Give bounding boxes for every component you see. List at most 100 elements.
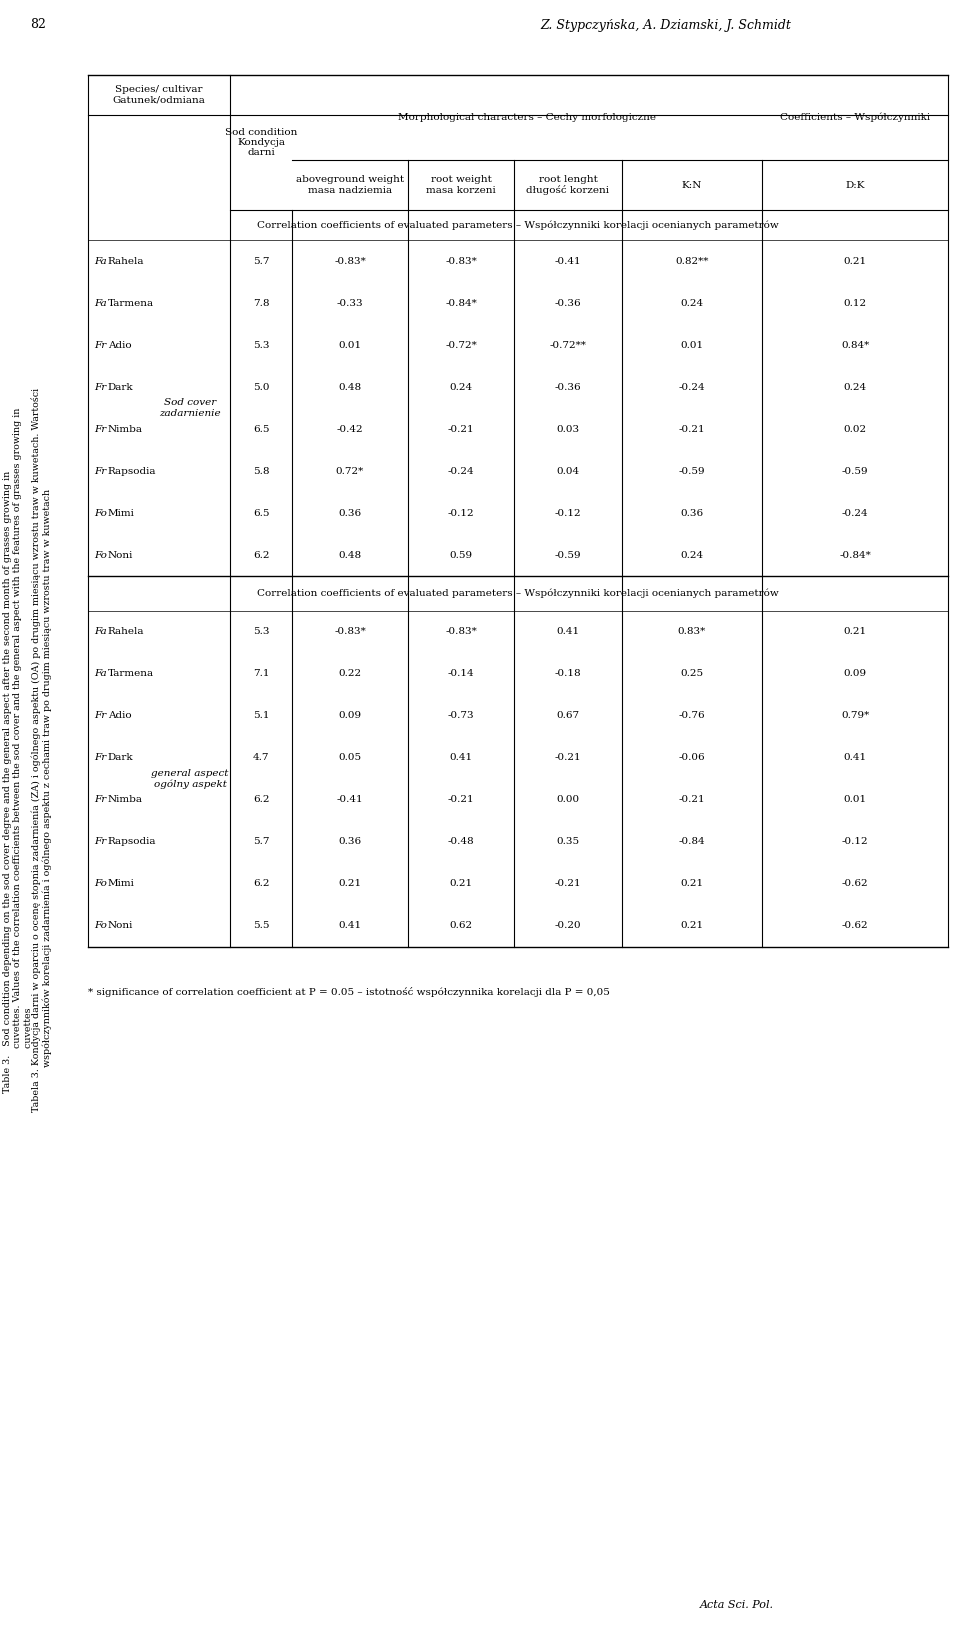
Text: K:N: K:N (682, 180, 702, 190)
Text: 0.48: 0.48 (339, 551, 362, 559)
Text: -0.12: -0.12 (842, 838, 868, 846)
Text: -0.36: -0.36 (555, 299, 582, 307)
Text: -0.21: -0.21 (679, 424, 706, 434)
Text: aboveground weight
masa nadziemia: aboveground weight masa nadziemia (296, 175, 404, 195)
Text: 0.84*: 0.84* (841, 340, 869, 350)
Text: -0.24: -0.24 (842, 508, 868, 518)
Text: Tabela 3. Kondycja darni w oparciu o ocenę stopnia zadarnienía (ZA) i ogólnego a: Tabela 3. Kondycja darni w oparciu o oce… (32, 388, 53, 1112)
Text: 6.2: 6.2 (252, 551, 269, 559)
Text: 0.09: 0.09 (339, 711, 362, 721)
Text: Fr: Fr (94, 754, 109, 762)
Text: root weight
masa korzeni: root weight masa korzeni (426, 175, 496, 195)
Text: 0.41: 0.41 (449, 754, 472, 762)
Text: 0.04: 0.04 (557, 467, 580, 475)
Text: -0.21: -0.21 (555, 879, 582, 888)
Text: 0.09: 0.09 (844, 670, 867, 678)
Text: Noni: Noni (108, 921, 133, 931)
Text: Fa: Fa (94, 256, 109, 266)
Text: Rapsodia: Rapsodia (108, 467, 156, 475)
Text: 0.48: 0.48 (339, 383, 362, 391)
Text: 6.5: 6.5 (252, 508, 269, 518)
Text: 0.36: 0.36 (681, 508, 704, 518)
Text: Rahela: Rahela (108, 627, 144, 637)
Text: Rapsodia: Rapsodia (108, 838, 156, 846)
Text: Mimi: Mimi (108, 508, 134, 518)
Text: -0.21: -0.21 (447, 424, 474, 434)
Text: Nimba: Nimba (108, 424, 143, 434)
Text: -0.06: -0.06 (679, 754, 706, 762)
Text: -0.83*: -0.83* (445, 627, 477, 637)
Text: -0.62: -0.62 (842, 879, 868, 888)
Text: 0.01: 0.01 (681, 340, 704, 350)
Text: 5.0: 5.0 (252, 383, 269, 391)
Text: 0.24: 0.24 (681, 299, 704, 307)
Text: Fa: Fa (94, 670, 109, 678)
Text: 0.21: 0.21 (681, 879, 704, 888)
Text: -0.33: -0.33 (337, 299, 363, 307)
Text: Morphological characters – Cechy morfologiczne: Morphological characters – Cechy morfolo… (398, 112, 656, 122)
Text: 4.7: 4.7 (252, 754, 269, 762)
Text: 0.21: 0.21 (681, 921, 704, 931)
Text: -0.20: -0.20 (555, 921, 582, 931)
Text: 5.7: 5.7 (252, 256, 269, 266)
Text: Fr: Fr (94, 340, 109, 350)
Text: 5.8: 5.8 (252, 467, 269, 475)
Text: -0.59: -0.59 (842, 467, 868, 475)
Text: 0.24: 0.24 (449, 383, 472, 391)
Text: Acta Sci. Pol.: Acta Sci. Pol. (700, 1600, 774, 1610)
Text: 0.00: 0.00 (557, 795, 580, 805)
Text: Fr: Fr (94, 795, 109, 805)
Text: Fa: Fa (94, 627, 109, 637)
Text: Nimba: Nimba (108, 795, 143, 805)
Text: Fa: Fa (94, 299, 109, 307)
Text: -0.12: -0.12 (447, 508, 474, 518)
Text: 0.72*: 0.72* (336, 467, 364, 475)
Text: -0.48: -0.48 (447, 838, 474, 846)
Text: Rahela: Rahela (108, 256, 144, 266)
Text: Noni: Noni (108, 551, 133, 559)
Text: 0.62: 0.62 (449, 921, 472, 931)
Text: Fr: Fr (94, 467, 109, 475)
Text: -0.73: -0.73 (447, 711, 474, 721)
Text: Correlation coefficients of evaluated parameters – Współczynniki korelacji oceni: Correlation coefficients of evaluated pa… (257, 219, 779, 229)
Text: -0.21: -0.21 (679, 795, 706, 805)
Text: D:K: D:K (845, 180, 865, 190)
Text: 5.5: 5.5 (252, 921, 269, 931)
Text: Fo: Fo (94, 879, 110, 888)
Text: Sod condition
Kondycja
darni: Sod condition Kondycja darni (225, 127, 298, 157)
Text: 6.5: 6.5 (252, 424, 269, 434)
Text: -0.14: -0.14 (447, 670, 474, 678)
Text: 6.2: 6.2 (252, 795, 269, 805)
Text: 7.8: 7.8 (252, 299, 269, 307)
Text: 5.7: 5.7 (252, 838, 269, 846)
Text: -0.83*: -0.83* (334, 627, 366, 637)
Text: Tarmena: Tarmena (108, 670, 154, 678)
Text: 0.36: 0.36 (339, 838, 362, 846)
Text: -0.41: -0.41 (555, 256, 582, 266)
Text: -0.83*: -0.83* (445, 256, 477, 266)
Text: 0.41: 0.41 (844, 754, 867, 762)
Text: 0.24: 0.24 (681, 551, 704, 559)
Text: 0.03: 0.03 (557, 424, 580, 434)
Text: Fr: Fr (94, 711, 109, 721)
Text: -0.72*: -0.72* (445, 340, 477, 350)
Text: 82: 82 (30, 18, 46, 31)
Text: -0.62: -0.62 (842, 921, 868, 931)
Text: Adio: Adio (108, 340, 132, 350)
Text: Table 3.   Sod condition depending on the sod cover degree and the general aspec: Table 3. Sod condition depending on the … (3, 408, 33, 1092)
Text: 0.79*: 0.79* (841, 711, 869, 721)
Text: 0.22: 0.22 (339, 670, 362, 678)
Text: 5.3: 5.3 (252, 340, 269, 350)
Text: 0.82**: 0.82** (675, 256, 708, 266)
Text: Coefficients – Współczynniki: Coefficients – Współczynniki (780, 112, 930, 122)
Text: Fr: Fr (94, 838, 109, 846)
Text: 0.83*: 0.83* (678, 627, 707, 637)
Text: 0.25: 0.25 (681, 670, 704, 678)
Text: -0.18: -0.18 (555, 670, 582, 678)
Text: Correlation coefficients of evaluated parameters – Współczynniki korelacji oceni: Correlation coefficients of evaluated pa… (257, 589, 779, 599)
Text: 0.21: 0.21 (844, 627, 867, 637)
Text: root lenght
długość korzeni: root lenght długość korzeni (526, 175, 610, 195)
Text: -0.42: -0.42 (337, 424, 363, 434)
Text: general aspect
ogólny aspekt: general aspect ogólny aspekt (152, 769, 228, 789)
Text: -0.59: -0.59 (555, 551, 582, 559)
